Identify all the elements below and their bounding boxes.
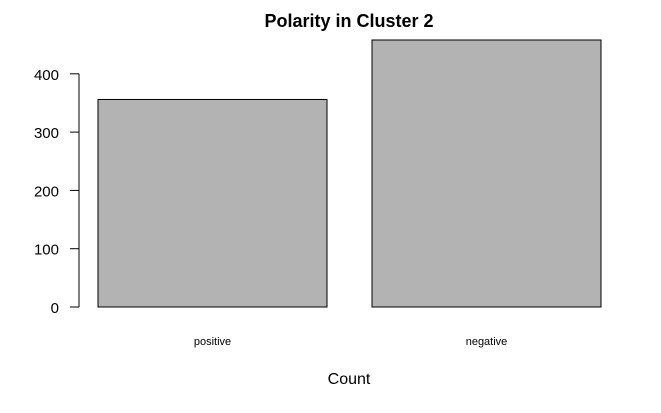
y-tick-label: 400 bbox=[34, 67, 59, 84]
y-tick-label: 100 bbox=[34, 242, 59, 259]
x-tick-label-positive: positive bbox=[194, 336, 231, 348]
y-axis: 0 100 200 300 400 bbox=[34, 67, 80, 317]
y-tick-label: 0 bbox=[51, 300, 59, 317]
x-axis-label: Count bbox=[328, 371, 371, 388]
bar-positive bbox=[97, 98, 328, 308]
bars-group bbox=[97, 39, 602, 308]
bar-negative bbox=[371, 39, 602, 308]
chart-title: Polarity in Cluster 2 bbox=[264, 11, 433, 31]
x-tick-label-negative: negative bbox=[466, 336, 508, 348]
y-tick-label: 200 bbox=[34, 183, 59, 200]
x-tick-labels: positive negative bbox=[194, 336, 507, 348]
y-tick-label: 300 bbox=[34, 125, 59, 142]
